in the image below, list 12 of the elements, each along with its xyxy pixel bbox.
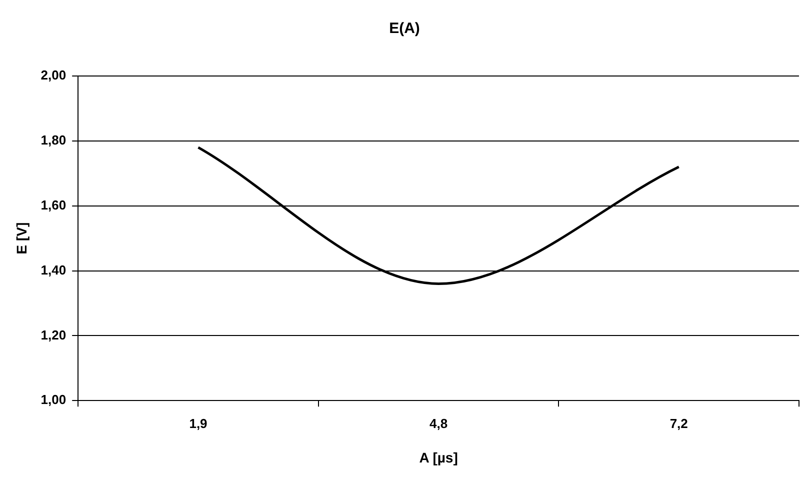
x-tick-label: 1,9 [189, 416, 208, 431]
y-tick-label: 1,80 [40, 132, 66, 148]
x-axis-title: A [µs] [419, 449, 458, 466]
x-tick-label: 7,2 [670, 416, 688, 431]
y-tick-label: 1,20 [40, 327, 66, 342]
chart-title: E(A) [389, 20, 420, 38]
y-tick-label: 2,00 [40, 68, 66, 83]
y-tick-label: 1,60 [40, 197, 66, 212]
y-axis-title: E [V] [13, 222, 30, 254]
y-tick-label: 1,40 [40, 262, 66, 278]
y-tick-label: 1,00 [40, 392, 66, 408]
x-tick-label: 4,8 [430, 416, 448, 431]
